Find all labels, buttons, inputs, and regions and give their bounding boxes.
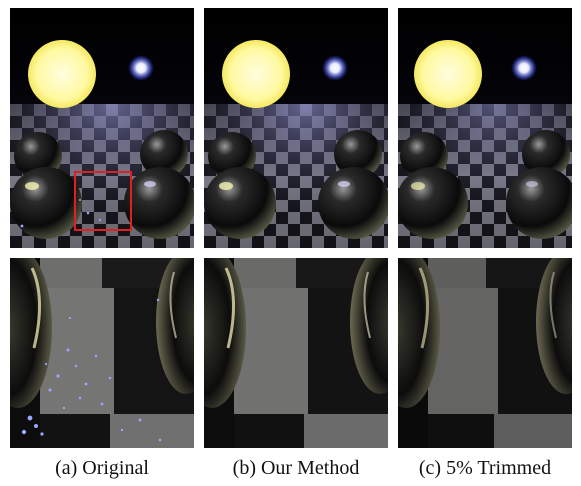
zoomed-crop [398,258,572,448]
caption-original: (a) Original [55,457,149,479]
zoomed-crop [10,258,194,448]
small-light [128,55,154,81]
render-our-method [204,8,388,248]
scene-render [204,8,388,248]
crop-original [10,258,194,448]
render-original [10,8,194,248]
zoomed-crop [204,258,388,448]
large-light [222,40,290,108]
highlight-box [74,171,132,231]
caption-trimmed: (c) 5% Trimmed [418,457,552,479]
small-light [322,55,348,81]
caption-our-method: (b) Our Method [232,457,360,479]
scene-render [10,8,194,248]
render-trimmed [398,8,572,248]
fireflies [21,298,162,442]
large-light [28,40,96,108]
crop-our-method [204,258,388,448]
large-light [414,40,482,108]
scene-render [398,8,572,248]
crop-trimmed [398,258,572,448]
small-light [511,55,537,81]
